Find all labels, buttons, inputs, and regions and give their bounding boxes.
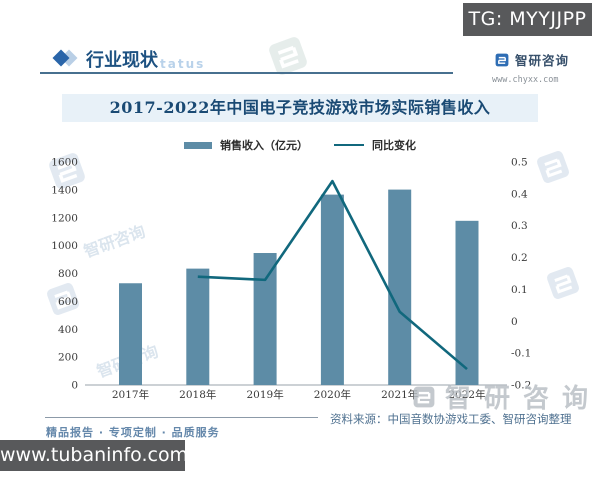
right-axis-tick: 0.3: [511, 220, 528, 232]
bar-2022年: [455, 220, 479, 385]
status-ghost-watermark: tatus: [160, 57, 206, 71]
brand-logo-block: 智研咨询: [494, 50, 569, 69]
watermark-logo-icon: [269, 37, 307, 75]
bar-2019年: [253, 253, 277, 385]
yoy-line: [197, 179, 468, 371]
zhiyan-logo-icon: [495, 53, 509, 66]
right-axis-tick: 0.4: [511, 188, 528, 200]
right-axis-tick: 0.1: [511, 284, 528, 296]
legend-bar-label: 销售收入（亿元）: [220, 139, 308, 152]
diamond-icon: [52, 49, 80, 68]
legend-line-label: 同比变化: [372, 139, 416, 152]
right-axis-tick: 0.2: [511, 252, 528, 264]
brand-name: 智研咨询: [515, 53, 570, 68]
bar-2018年: [186, 268, 210, 385]
left-axis-tick: 200: [58, 352, 78, 364]
section-title: 行业现状: [86, 50, 158, 71]
left-axis-tick: 1200: [51, 212, 78, 224]
right-axis-tick: 0: [511, 316, 518, 328]
legend-line-swatch: [334, 143, 364, 147]
watermark-logo-icon: [49, 153, 85, 189]
footer-divider: [45, 417, 318, 418]
watermark-logo-icon: [413, 386, 435, 407]
tg-badge: TG: MYYJJPP: [463, 3, 592, 36]
left-axis-tick: 1000: [51, 240, 78, 252]
x-axis-label: 2019年: [246, 388, 283, 401]
x-axis-label: 2018年: [179, 388, 216, 401]
right-axis-tick: -0.1: [511, 348, 531, 360]
watermark-logo-icon: [537, 151, 569, 183]
left-axis-tick: 400: [58, 324, 78, 336]
x-axis-label: 2017年: [112, 388, 149, 401]
watermark-text: 智研咨询: [81, 221, 148, 262]
bar-2021年: [388, 189, 412, 385]
site-watermark-badge: www.tubaninfo.com: [0, 440, 188, 471]
chart-title: 2017-2022年中国电子竞技游戏市场实际销售收入: [62, 94, 538, 122]
bottom-watermark: 智研咨询: [411, 378, 600, 415]
x-axis-label: 2020年: [314, 388, 351, 401]
header-divider: [40, 72, 453, 74]
left-axis-tick: 0: [71, 380, 78, 392]
chart-legend: 销售收入（亿元） 同比变化: [184, 137, 416, 153]
right-axis-tick: 0.5: [511, 157, 528, 169]
bar-2020年: [320, 194, 344, 385]
watermark-text: 智研咨询: [94, 341, 161, 382]
bottom-watermark-text: 智研咨询: [445, 384, 600, 414]
legend-bar-swatch: [184, 141, 212, 149]
data-source-note: 资料来源：中国音数协游戏工委、智研咨询整理: [330, 412, 572, 426]
watermark-logo-icon: [47, 283, 79, 315]
watermark-logo-icon: [547, 267, 579, 299]
brand-slogan: 精品报告 · 专项定制 · 品质服务: [46, 426, 220, 439]
brand-url: www.chyxx.com: [492, 75, 559, 85]
